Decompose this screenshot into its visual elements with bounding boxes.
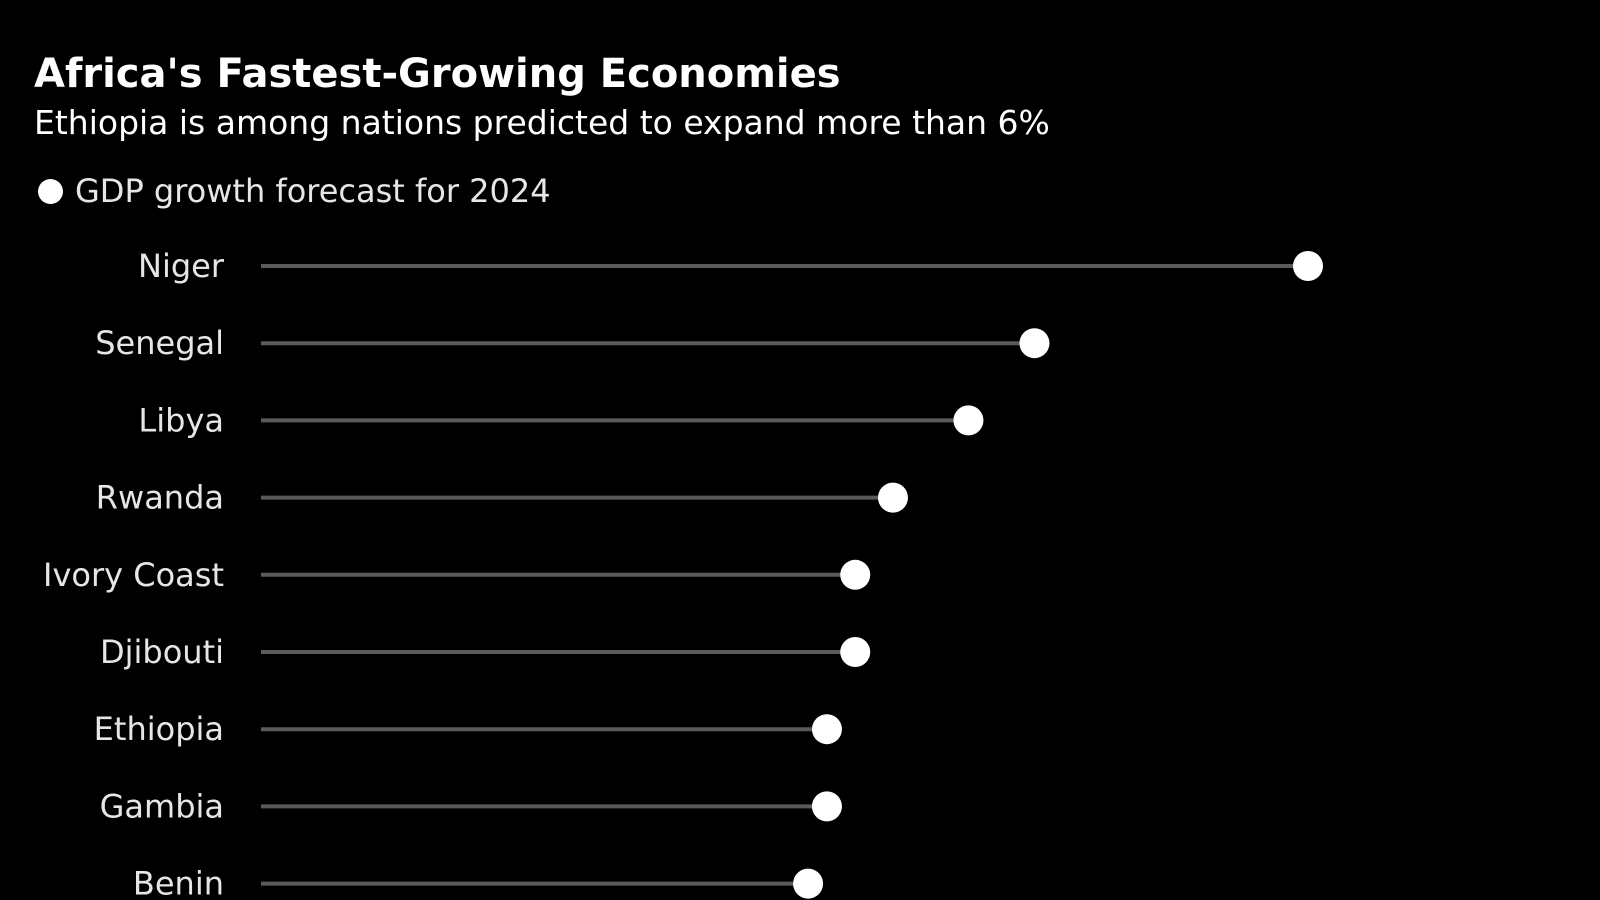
data-point <box>811 791 842 822</box>
category-label: Ivory Coast <box>43 556 224 594</box>
category-label: Ethiopia <box>94 710 224 748</box>
category-label: Niger <box>138 247 225 285</box>
legend-label: GDP growth forecast for 2024 <box>75 172 551 210</box>
legend-marker-icon <box>38 178 63 204</box>
data-point <box>953 405 984 436</box>
data-point <box>877 482 908 513</box>
chart-subtitle: Ethiopia is among nations predicted to e… <box>34 103 1050 142</box>
category-label: Libya <box>138 401 224 439</box>
legend: GDP growth forecast for 2024 <box>38 170 551 212</box>
data-point <box>1293 251 1323 281</box>
data-point <box>1019 328 1050 359</box>
category-label: Benin <box>133 865 224 900</box>
category-label: Senegal <box>95 324 224 362</box>
category-label: Rwanda <box>96 479 224 517</box>
data-point <box>811 714 842 745</box>
data-point <box>840 637 871 667</box>
data-point <box>840 559 871 590</box>
chart-title: Africa's Fastest-Growing Economies <box>34 51 841 97</box>
category-label: Gambia <box>100 787 224 825</box>
category-label: Djibouti <box>100 633 224 671</box>
data-point <box>793 868 824 899</box>
